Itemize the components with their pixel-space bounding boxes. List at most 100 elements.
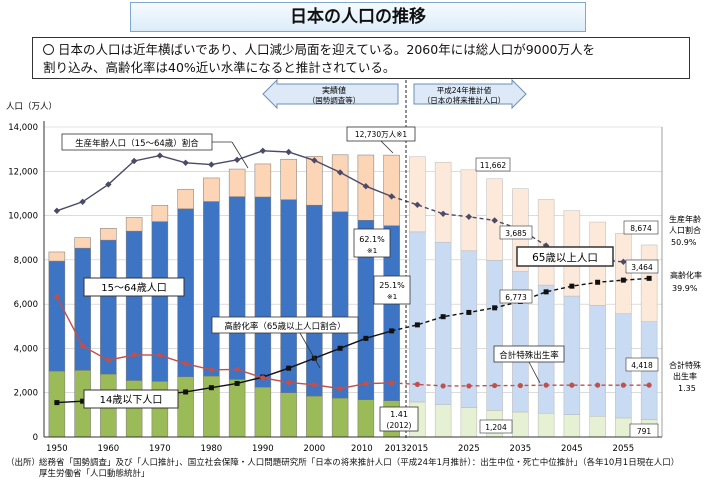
leader-working-ratio-2: [231, 141, 249, 169]
bar-working: [589, 305, 606, 417]
population-chart: 02,0004,0006,0008,00010,00012,00014,000 …: [6, 78, 702, 454]
callout-total-2013: 12,730万人※1: [355, 130, 408, 139]
bar-working: [280, 199, 297, 393]
bar-elderly: [74, 237, 91, 249]
callout-working-ratio-2013: 62.1%: [359, 235, 385, 244]
working-ratio-point: [388, 193, 395, 200]
aging-rate-point: [620, 277, 626, 283]
bar-elderly: [280, 158, 297, 200]
y-axis: 0 2,000 4,000 6,000 8,000 10,000 12,000 14,000: [8, 121, 662, 443]
bar-elderly: [306, 156, 323, 206]
aging-rate-point: [208, 385, 214, 391]
lines-layer: [53, 147, 653, 406]
label-box-elderly: [516, 246, 614, 267]
bar-working: [563, 295, 581, 415]
chart-title: 日本の人口の推移: [130, 2, 586, 32]
working-ratio-point: [259, 147, 267, 154]
aging-rate-point: [363, 335, 369, 341]
working-ratio-point: [439, 210, 447, 217]
callout-box-total-2060: [623, 220, 659, 235]
summary-box: 日本の人口は近年横ばいであり、人口減少局面を迎えている。2060年には総人口が9…: [32, 37, 690, 79]
bar-elderly: [254, 163, 272, 198]
callout-box-elderly-2060: [625, 259, 659, 274]
fertility-point: [543, 382, 549, 388]
callout-children-2060: 791: [637, 427, 652, 436]
aging-rate-point: [595, 279, 601, 285]
aging-rate-point: [80, 398, 86, 404]
bar-elderly: [48, 251, 66, 262]
y-tick-label: 8,000: [14, 256, 38, 266]
aging-rate-point: [466, 309, 472, 315]
fertility-point: [105, 357, 111, 363]
bar-elderly: [228, 168, 246, 197]
x-tick-label: 2000: [304, 444, 326, 454]
bar-children: [177, 376, 194, 438]
bar-elderly: [125, 217, 143, 232]
fertility-point: [620, 382, 626, 388]
fertility-point: [131, 352, 137, 358]
label-working-ratio: 生産年齢人口（15〜64歳）割合: [75, 138, 199, 149]
label-children-pop: 14歳以下人口: [100, 394, 163, 406]
y-tick-label: 10,000: [8, 212, 38, 222]
bar-working: [331, 211, 349, 399]
fertility-point: [646, 382, 652, 388]
working-ratio-point: [53, 207, 61, 214]
aging-rate-point: [440, 314, 446, 320]
bar-elderly: [177, 188, 194, 210]
bar-working: [434, 241, 452, 405]
arrow-projected-icon: [413, 78, 527, 110]
right-working-label-2: 人口割合: [669, 225, 701, 235]
bar-elderly: [331, 154, 349, 213]
working-ratio-actual-line: [56, 150, 392, 212]
callout-fertility-2012-year: (2012): [387, 421, 412, 430]
circle-bullet-icon: [43, 44, 54, 55]
callout-box-aging-rate-2013: [373, 275, 411, 305]
bar-elderly: [640, 244, 658, 322]
footnote-source-label: （出所）: [6, 458, 41, 468]
aging-rate-point: [543, 289, 549, 295]
working-ratio-point: [156, 152, 164, 159]
label-box-aging-rate: [211, 316, 359, 334]
working-ratio-point: [208, 161, 215, 168]
bar-children: [125, 380, 143, 438]
aging-rate-point: [646, 275, 652, 281]
fertility-point: [595, 382, 601, 388]
callout-box-working-2030: [499, 289, 533, 304]
y-tick-label: 4,000: [14, 344, 38, 354]
aging-rate-point: [286, 365, 292, 371]
callout-aging-rate-2013-note: ※1: [387, 293, 397, 301]
right-fertility-label-2: 出生率: [673, 371, 697, 381]
working-ratio-point: [79, 198, 86, 205]
aging-rate-point: [54, 400, 60, 406]
legend-projected-label-2: （日本の将来推計人口）: [423, 95, 506, 105]
fertility-point: [208, 367, 214, 373]
x-tick-label: 2025: [458, 444, 480, 454]
fertility-point: [337, 386, 343, 392]
bar-working: [254, 196, 272, 388]
x-tick-label: 1980: [201, 444, 223, 454]
summary-line-1: 日本の人口は近年横ばいであり、人口減少局面を迎えている。2060年には総人口が9…: [58, 42, 595, 57]
x-tick-label: 2055: [613, 444, 635, 454]
summary-line-2: 割り込み、高齢化率は40%近い水準になると推計されている。: [43, 60, 396, 75]
callout-working-ratio-2013-note: ※1: [367, 247, 377, 255]
leader-aging-rate: [299, 332, 321, 369]
label-fertility: 合計特殊出生率: [499, 350, 559, 361]
working-ratio-point: [491, 217, 498, 224]
fertility-point: [80, 343, 86, 349]
working-ratio-point: [414, 201, 421, 208]
y-tick-label: 12,000: [8, 167, 38, 177]
callout-elderly-2030: 3,685: [505, 229, 527, 238]
x-tick-label: 1950: [46, 444, 68, 454]
aging-rate-point: [183, 389, 189, 395]
working-ratio-point: [285, 148, 292, 156]
working-ratio-point: [233, 156, 241, 163]
bar-elderly: [615, 233, 632, 314]
bar-elderly: [434, 161, 452, 243]
bar-working: [409, 231, 426, 403]
label-aging-rate: 高齢化率（65歳以上人口割合）: [224, 321, 345, 332]
bar-working: [74, 247, 91, 371]
bar-working: [100, 239, 117, 375]
x-tick-label: 2013: [385, 444, 407, 454]
bar-elderly: [460, 169, 478, 252]
fertility-point: [440, 383, 446, 389]
